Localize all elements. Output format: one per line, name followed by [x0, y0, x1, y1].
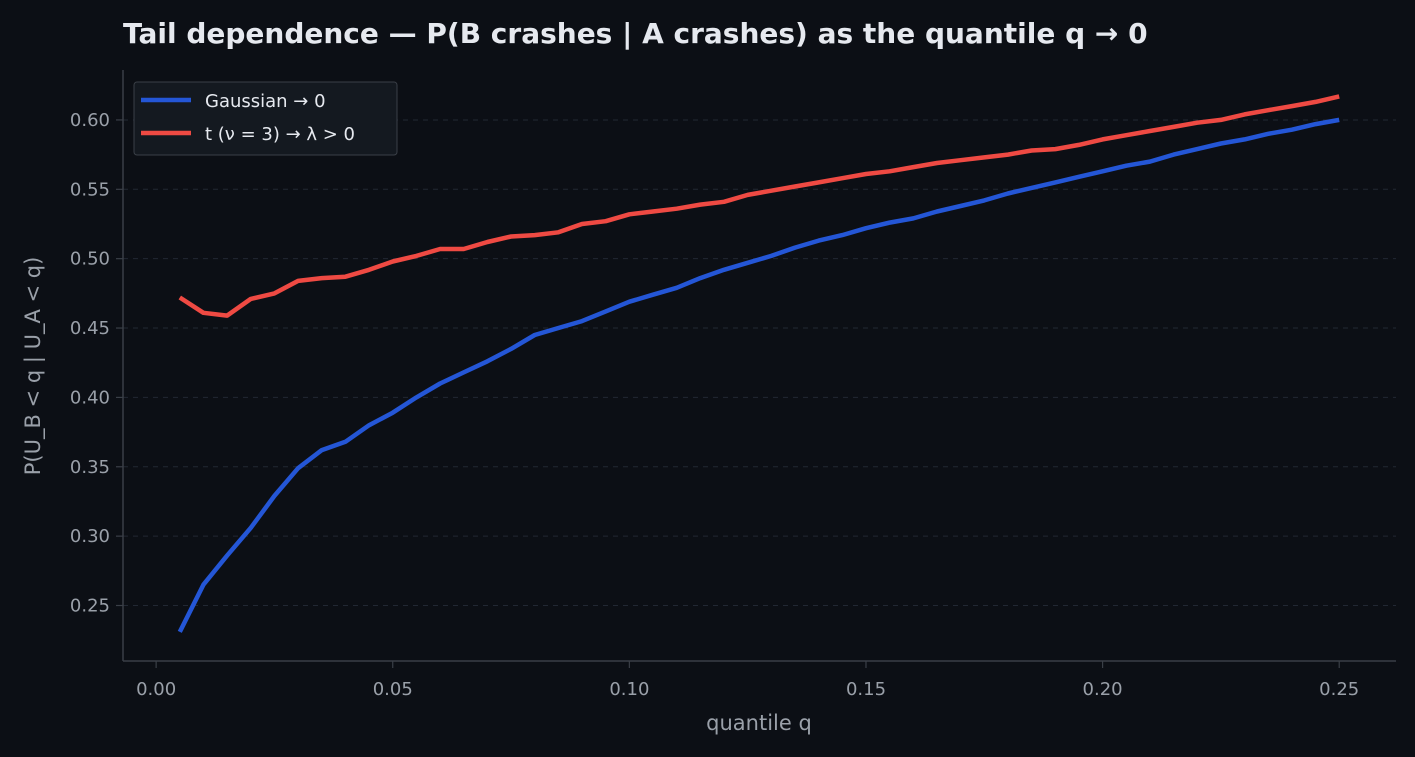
y-tick-label: 0.60 — [70, 110, 110, 131]
x-axis-label: quantile q — [706, 711, 812, 735]
y-tick-label: 0.30 — [70, 526, 110, 547]
x-tick-label: 0.15 — [846, 679, 886, 700]
y-tick-label: 0.25 — [70, 596, 110, 617]
y-tick-label: 0.35 — [70, 457, 110, 478]
x-tick-label: 0.10 — [609, 679, 649, 700]
grid-lines — [123, 119, 1396, 607]
legend-box — [133, 81, 398, 156]
y-axis-label: P(U_B < q | U_A < q) — [21, 257, 46, 476]
legend: Gaussian → 0 t (ν = 3) → λ > 0 — [133, 81, 398, 156]
y-tick-label: 0.45 — [70, 318, 110, 339]
axes: 0.25 0.30 0.35 0.40 0.45 0.50 0.55 0.60 0.00 0.05… — [70, 70, 1396, 700]
y-tick-label: 0.40 — [70, 387, 110, 408]
legend-label-gaussian: Gaussian → 0 — [205, 91, 326, 112]
x-tick-label: 0.20 — [1083, 679, 1123, 700]
x-tick-label: 0.05 — [373, 679, 413, 700]
series-line-t-copula — [178, 94, 1340, 318]
x-tick-label: 0.00 — [136, 679, 176, 700]
x-tick-label: 0.25 — [1319, 679, 1359, 700]
y-tick-label: 0.55 — [70, 179, 110, 200]
y-tick-label: 0.50 — [70, 249, 110, 270]
chart-title: Tail dependence — P(B crashes | A crashe… — [123, 17, 1148, 50]
data-series — [177, 94, 1340, 633]
legend-label-t-copula: t (ν = 3) → λ > 0 — [205, 124, 355, 145]
series-line-gaussian — [177, 117, 1340, 633]
